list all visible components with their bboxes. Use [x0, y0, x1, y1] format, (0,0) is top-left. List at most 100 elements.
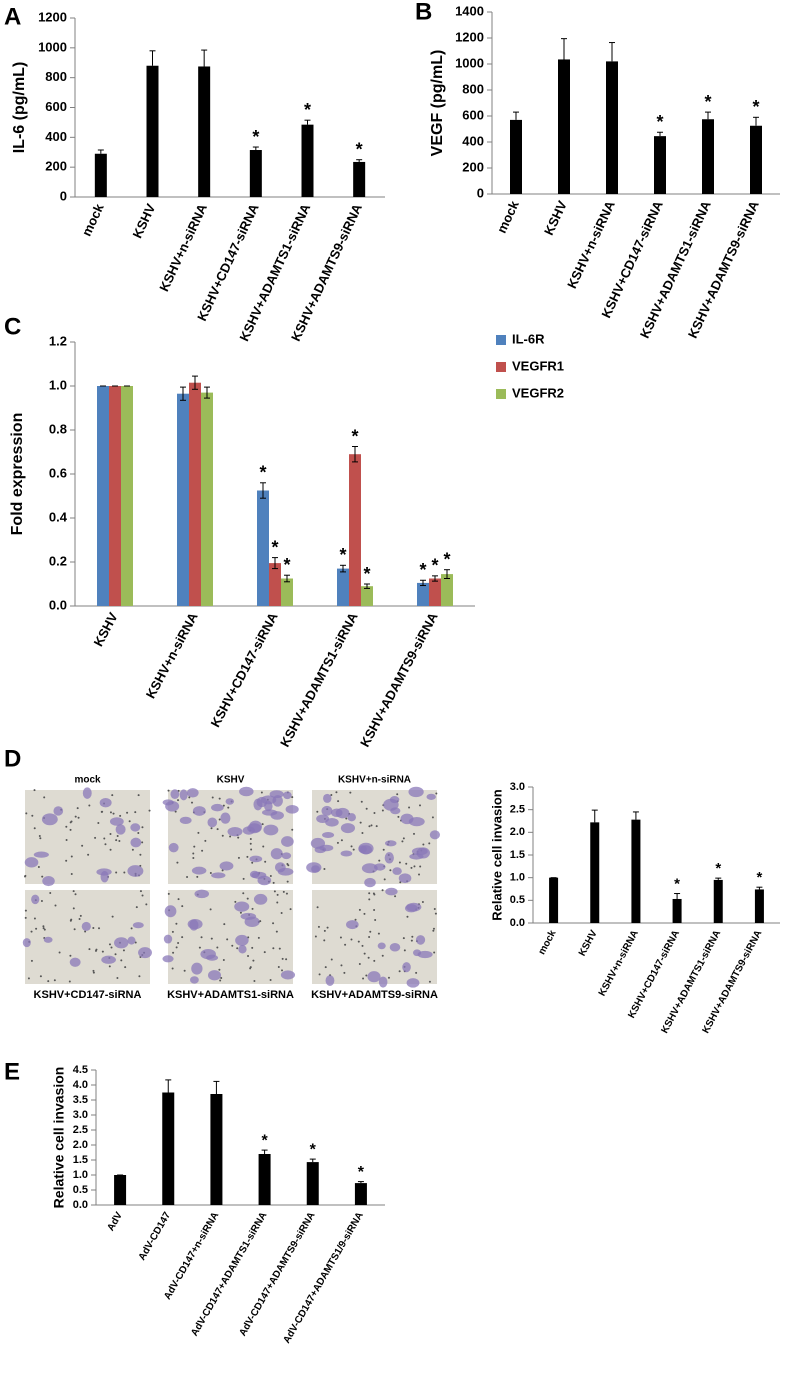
bar: [672, 898, 682, 923]
pore: [264, 860, 267, 863]
pore: [281, 969, 284, 972]
pore: [30, 930, 33, 933]
bar: [189, 382, 201, 606]
pore: [413, 865, 416, 868]
bar: [654, 136, 666, 194]
pore: [92, 926, 95, 929]
pore: [365, 974, 368, 977]
cell: [242, 826, 256, 835]
bar: [94, 153, 107, 197]
cell: [244, 916, 260, 928]
pore: [135, 906, 138, 909]
micrograph: [25, 890, 150, 984]
cell: [220, 812, 231, 824]
pore: [58, 951, 61, 954]
pore: [373, 908, 376, 911]
pore: [251, 861, 254, 864]
pore: [383, 878, 386, 881]
pore: [237, 836, 240, 839]
legend-label: VEGFR2: [512, 385, 564, 400]
pore: [363, 952, 366, 955]
cell: [277, 867, 294, 876]
significance-mark: *: [351, 426, 358, 446]
pore: [70, 855, 73, 858]
pore: [247, 955, 250, 958]
pore: [330, 793, 333, 796]
pore: [218, 797, 221, 800]
y-axis-title: IL-6 (pg/mL): [11, 62, 28, 154]
pore: [359, 821, 362, 824]
y-tick-label: 800: [45, 69, 67, 84]
cell: [101, 955, 116, 964]
y-tick-label: 1.0: [73, 1169, 88, 1181]
cell: [179, 789, 188, 801]
pore: [397, 815, 400, 818]
pore: [402, 837, 405, 840]
significance-mark: *: [252, 127, 259, 147]
pore: [411, 935, 414, 938]
cell: [211, 872, 226, 879]
pore: [410, 939, 413, 942]
cell: [130, 823, 141, 832]
pore: [145, 903, 148, 906]
pore: [387, 976, 390, 979]
cell: [285, 805, 299, 814]
pore: [120, 959, 123, 962]
bar: [590, 822, 600, 923]
pore: [39, 975, 42, 978]
cell: [426, 793, 436, 800]
pore: [43, 928, 46, 931]
y-tick-label: 1.5: [73, 1154, 88, 1166]
pore: [222, 958, 225, 961]
pore: [368, 825, 371, 828]
pore: [335, 791, 338, 794]
pore: [377, 932, 380, 935]
bar: [258, 1154, 271, 1205]
x-tick-label: AdV-CD147+n-siRNA: [162, 1210, 221, 1301]
pore: [65, 838, 68, 841]
pore: [418, 873, 421, 876]
legend-label: IL-6R: [512, 331, 545, 346]
bar: [558, 59, 570, 195]
cell: [347, 813, 356, 822]
cell: [130, 837, 142, 848]
pore: [175, 946, 178, 949]
pore: [183, 969, 186, 972]
significance-mark: *: [656, 112, 663, 132]
cell: [408, 786, 424, 798]
pore: [175, 922, 178, 925]
y-tick-label: 0.2: [49, 553, 67, 568]
significance-mark: *: [261, 1132, 268, 1149]
cell: [187, 918, 203, 930]
pore: [418, 804, 421, 807]
x-tick-label: KSHV+n-siRNA: [564, 198, 618, 291]
cell: [346, 920, 359, 930]
pore: [410, 866, 413, 869]
significance-mark: *: [310, 1141, 317, 1158]
pore: [253, 979, 256, 982]
pore: [74, 893, 77, 896]
cell: [402, 962, 411, 973]
pore: [92, 969, 95, 972]
pore: [374, 918, 377, 921]
pore: [43, 796, 46, 799]
pore: [69, 954, 72, 957]
cell: [364, 877, 376, 888]
pore: [141, 826, 144, 829]
significance-mark: *: [304, 100, 311, 120]
pore: [137, 794, 140, 797]
pore: [101, 810, 104, 813]
pore: [124, 966, 127, 969]
y-tick-label: 2.5: [73, 1124, 88, 1136]
pore: [357, 940, 360, 943]
y-tick-label: 0.0: [510, 917, 525, 929]
pore: [272, 881, 275, 884]
pore: [171, 967, 174, 970]
pore: [349, 791, 352, 794]
pore: [272, 947, 275, 950]
pore: [231, 944, 234, 947]
pore: [33, 789, 36, 792]
pore: [246, 855, 249, 858]
panel-label: A: [4, 3, 21, 30]
bar: [337, 568, 349, 606]
